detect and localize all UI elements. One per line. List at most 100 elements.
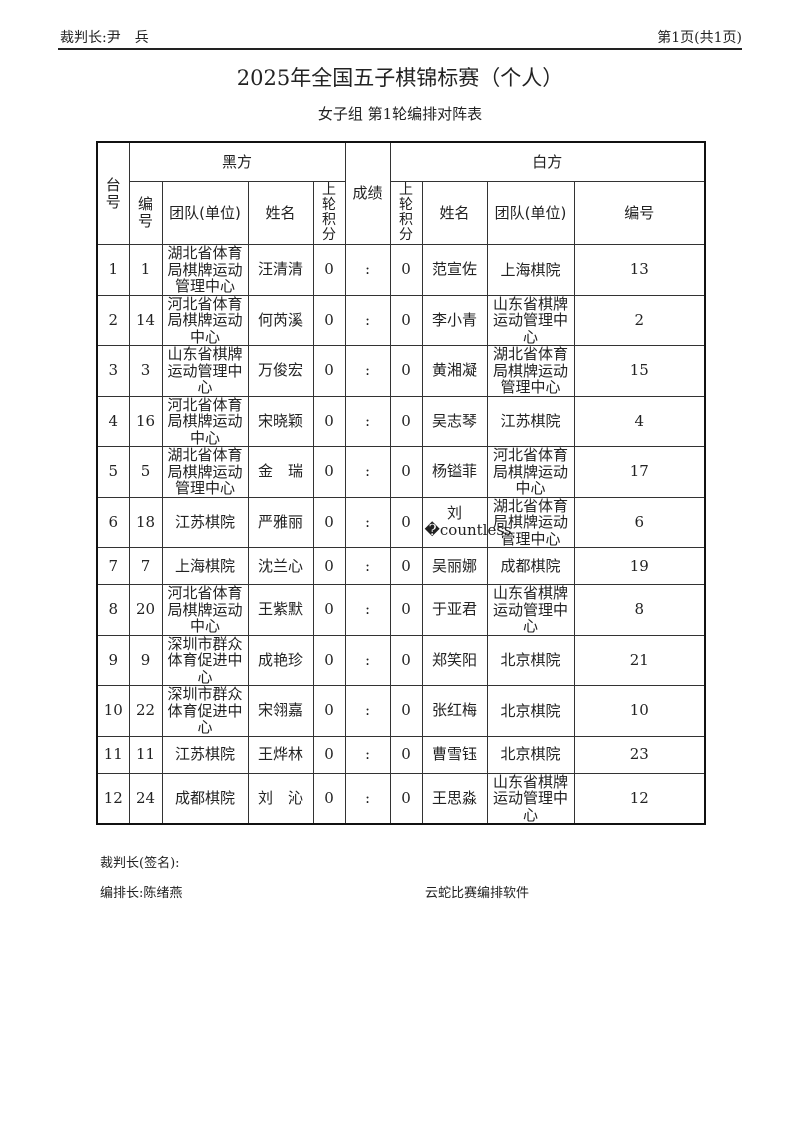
black-name: 刘 沁	[247, 772, 314, 825]
page-number: 第1页(共1页)	[657, 30, 742, 46]
black-prev-score: 0	[312, 244, 346, 296]
result: :	[344, 345, 391, 397]
black-name: 成艳珍	[247, 634, 314, 686]
table-row: 9 9 深圳市群众体育促进中心 成艳珍 0:0 郑笑阳 北京棋院 21	[96, 634, 706, 686]
black-team: 江苏棋院	[161, 735, 249, 774]
black-name: 王烨林	[247, 735, 314, 774]
black-no: 11	[128, 735, 163, 774]
pairing-table: 台号 黑方 成绩 白方 编号 团队(单位) 姓名 上轮积分 上轮积分 姓名 团队…	[96, 141, 707, 825]
white-prev-score: 0	[389, 496, 423, 548]
result: :	[344, 772, 391, 825]
black-no: 14	[128, 294, 163, 346]
table-no: 2	[96, 294, 130, 346]
white-team: 江苏棋院	[486, 395, 575, 447]
black-name: 王紫默	[247, 584, 314, 636]
black-prev-score: 0	[312, 294, 346, 346]
white-name: 张红梅	[421, 685, 488, 737]
white-no: 2	[573, 294, 706, 346]
white-team: 北京棋院	[486, 735, 575, 774]
white-prev-score: 0	[389, 547, 423, 585]
white-no: 23	[573, 735, 706, 774]
white-prev-score: 0	[389, 685, 423, 737]
white-prev-score: 0	[389, 395, 423, 447]
white-prev-score: 0	[389, 634, 423, 686]
table-row: 11 11 江苏棋院 王烨林 0:0 曹雪钰 北京棋院 23	[96, 735, 706, 774]
table-no: 7	[96, 547, 130, 585]
black-team: 湖北省体育局棋牌运动管理中心	[161, 244, 249, 296]
table-row: 6 18 江苏棋院 严雅丽 0:0 刘 �countless 湖北省体育局棋牌运动管理中心 6	[96, 496, 706, 548]
white-prev-score: 0	[389, 446, 423, 498]
black-team: 山东省棋牌运动管理中心	[161, 345, 249, 397]
white-name: 吴丽娜	[421, 547, 488, 585]
black-team: 深圳市群众体育促进中心	[161, 685, 249, 737]
white-team: 山东省棋牌运动管理中心	[486, 584, 575, 636]
white-prev-score: 0	[389, 345, 423, 397]
black-team: 河北省体育局棋牌运动中心	[161, 294, 249, 346]
white-name: 黄湘凝	[421, 345, 488, 397]
white-team: 成都棋院	[486, 547, 575, 585]
black-no: 22	[128, 685, 163, 737]
white-prev-score: 0	[389, 294, 423, 346]
black-name: 严雅丽	[247, 496, 314, 548]
table-no: 12	[96, 772, 130, 825]
result: :	[344, 496, 391, 548]
result: :	[344, 685, 391, 737]
white-no: 10	[573, 685, 706, 737]
black-no: 20	[128, 584, 163, 636]
table-no: 9	[96, 634, 130, 686]
header-white-team: 团队(单位)	[486, 181, 575, 245]
white-no: 13	[573, 244, 706, 296]
black-name: 汪清清	[247, 244, 314, 296]
white-prev-score: 0	[389, 244, 423, 296]
black-prev-score: 0	[312, 685, 346, 737]
black-prev-score: 0	[312, 584, 346, 636]
result: :	[344, 584, 391, 636]
table-row: 8 20 河北省体育局棋牌运动中心 王紫默 0:0 于亚君 山东省棋牌运动管理中心 8	[96, 584, 706, 636]
black-team: 河北省体育局棋牌运动中心	[161, 395, 249, 447]
white-name: 王思淼	[421, 772, 488, 825]
black-prev-score: 0	[312, 772, 346, 825]
black-name: 何芮溪	[247, 294, 314, 346]
result: :	[344, 446, 391, 498]
table-no: 11	[96, 735, 130, 774]
table-row: 7 7 上海棋院 沈兰心 0:0 吴丽娜 成都棋院 19	[96, 547, 706, 585]
white-team: 上海棋院	[486, 244, 575, 296]
black-prev-score: 0	[312, 446, 346, 498]
white-no: 17	[573, 446, 706, 498]
black-no: 5	[128, 446, 163, 498]
table-row: 12 24 成都棋院刘 沁 0:0 王思淼 山东省棋牌运动管理中心 12	[96, 772, 706, 825]
black-team: 深圳市群众体育促进中心	[161, 634, 249, 686]
software-label: 云蛇比赛编排软件	[425, 886, 530, 901]
white-team: 北京棋院	[486, 634, 575, 686]
result: :	[344, 547, 391, 585]
table-no: 10	[96, 685, 130, 737]
table-no: 8	[96, 584, 130, 636]
black-no: 24	[128, 772, 163, 825]
document-subtitle: 女子组 第1轮编排对阵表	[317, 105, 483, 123]
result: :	[344, 244, 391, 296]
white-name: 李小青	[421, 294, 488, 346]
black-name: 沈兰心	[247, 547, 314, 585]
black-name: 金 瑞	[247, 446, 314, 498]
black-team: 成都棋院	[161, 772, 249, 825]
white-team: 山东省棋牌运动管理中心	[486, 294, 575, 346]
table-row: 10 22 深圳市群众体育促进中心 宋翎嘉 0:0 张红梅 北京棋院 10	[96, 685, 706, 737]
chief-referee: 裁判长:尹 兵	[60, 30, 149, 46]
result: :	[344, 735, 391, 774]
header-table-no: 台号	[96, 141, 130, 245]
white-prev-score: 0	[389, 772, 423, 825]
result: :	[344, 634, 391, 686]
black-team: 上海棋院	[161, 547, 249, 585]
table-row: 5 5 湖北省体育局棋牌运动管理中心金 瑞 0:0 杨镒菲 河北省体育局棋牌运动中心 17	[96, 446, 706, 498]
white-no: 12	[573, 772, 706, 825]
header-black-prev-score: 上轮积分	[312, 181, 346, 245]
black-no: 18	[128, 496, 163, 548]
black-prev-score: 0	[312, 735, 346, 774]
header-white-name: 姓名	[421, 181, 488, 245]
black-prev-score: 0	[312, 547, 346, 585]
white-no: 8	[573, 584, 706, 636]
table-no: 1	[96, 244, 130, 296]
white-no: 21	[573, 634, 706, 686]
black-no: 9	[128, 634, 163, 686]
black-no: 3	[128, 345, 163, 397]
